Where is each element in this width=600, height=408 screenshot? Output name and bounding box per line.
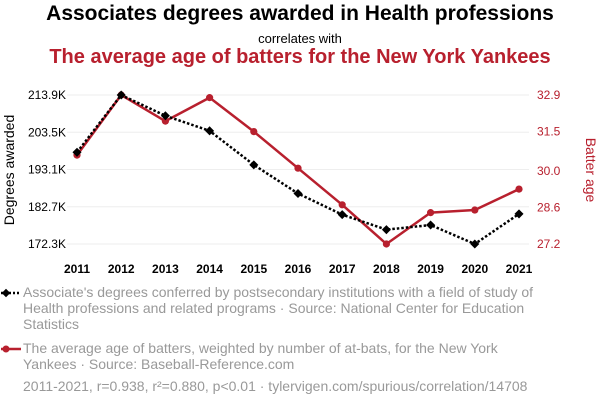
legend-swatch-degrees bbox=[1, 288, 21, 298]
x-tick-label: 2020 bbox=[461, 262, 488, 276]
x-tick-label: 2017 bbox=[329, 262, 356, 276]
chart-subtitle: correlates with bbox=[258, 31, 342, 46]
right-axis-label: Batter age bbox=[583, 138, 599, 203]
data-point-batter-age bbox=[382, 240, 390, 248]
data-point-degrees bbox=[116, 90, 126, 100]
data-point-batter-age bbox=[294, 164, 302, 172]
chart-title: Associates degrees awarded in Health pro… bbox=[46, 2, 554, 25]
footer-stats: 2011-2021, r=0.938, r²=0.880, p<0.01 · t… bbox=[23, 378, 528, 394]
data-point-batter-age bbox=[427, 209, 435, 217]
chart-svg: 172.3K 182.7K 193.1K 203.5K 213.9K 27.2 28.6 30… bbox=[1, 88, 599, 276]
chart-title-2: The average age of batters for the New Y… bbox=[49, 46, 551, 68]
left-tick-label: 213.9K bbox=[28, 88, 66, 102]
legend-swatch-age bbox=[1, 345, 21, 353]
x-tick-label: 2021 bbox=[506, 262, 533, 276]
x-tick-label: 2011 bbox=[64, 262, 90, 276]
data-point-degrees bbox=[337, 210, 347, 220]
tick-labels: 172.3K 182.7K 193.1K 203.5K 213.9K 27.2 28.6 30… bbox=[28, 88, 561, 276]
left-tick-label: 182.7K bbox=[28, 200, 66, 214]
grid bbox=[67, 94, 529, 245]
left-tick-label: 193.1K bbox=[28, 163, 66, 177]
legend-label-age: The average age of batters, weighted by … bbox=[23, 340, 498, 372]
data-point-batter-age bbox=[161, 117, 169, 125]
x-tick-label: 2018 bbox=[373, 262, 400, 276]
data-point-degrees bbox=[381, 225, 391, 235]
data-point-degrees bbox=[160, 111, 170, 121]
right-tick-label: 32.9 bbox=[537, 88, 561, 102]
x-tick-label: 2016 bbox=[285, 262, 312, 276]
data-point-degrees bbox=[72, 147, 82, 157]
data-point-degrees bbox=[470, 239, 480, 249]
left-axis-label: Degrees awarded bbox=[1, 115, 17, 226]
left-tick-label: 172.3K bbox=[28, 237, 66, 251]
data-point-batter-age bbox=[515, 185, 523, 193]
data-point-batter-age bbox=[338, 201, 346, 209]
right-tick-label: 31.5 bbox=[537, 125, 561, 139]
x-tick-label: 2015 bbox=[240, 262, 267, 276]
right-tick-label: 27.2 bbox=[537, 237, 561, 251]
legend-label-degrees: Associate's degrees conferred by postsec… bbox=[23, 284, 534, 332]
left-tick-label: 203.5K bbox=[28, 125, 66, 139]
x-tick-label: 2013 bbox=[152, 262, 179, 276]
data-point-batter-age bbox=[471, 206, 479, 214]
data-point-degrees bbox=[249, 160, 259, 170]
x-tick-label: 2014 bbox=[196, 262, 223, 276]
x-tick-label: 2012 bbox=[108, 262, 135, 276]
right-tick-label: 28.6 bbox=[537, 200, 561, 214]
right-tick-label: 30.0 bbox=[537, 164, 561, 178]
data-point-batter-age bbox=[250, 127, 258, 136]
data-point-degrees bbox=[426, 220, 436, 230]
x-tick-label: 2019 bbox=[417, 262, 444, 276]
data-point-batter-age bbox=[206, 94, 214, 102]
chart-marks bbox=[72, 90, 524, 249]
